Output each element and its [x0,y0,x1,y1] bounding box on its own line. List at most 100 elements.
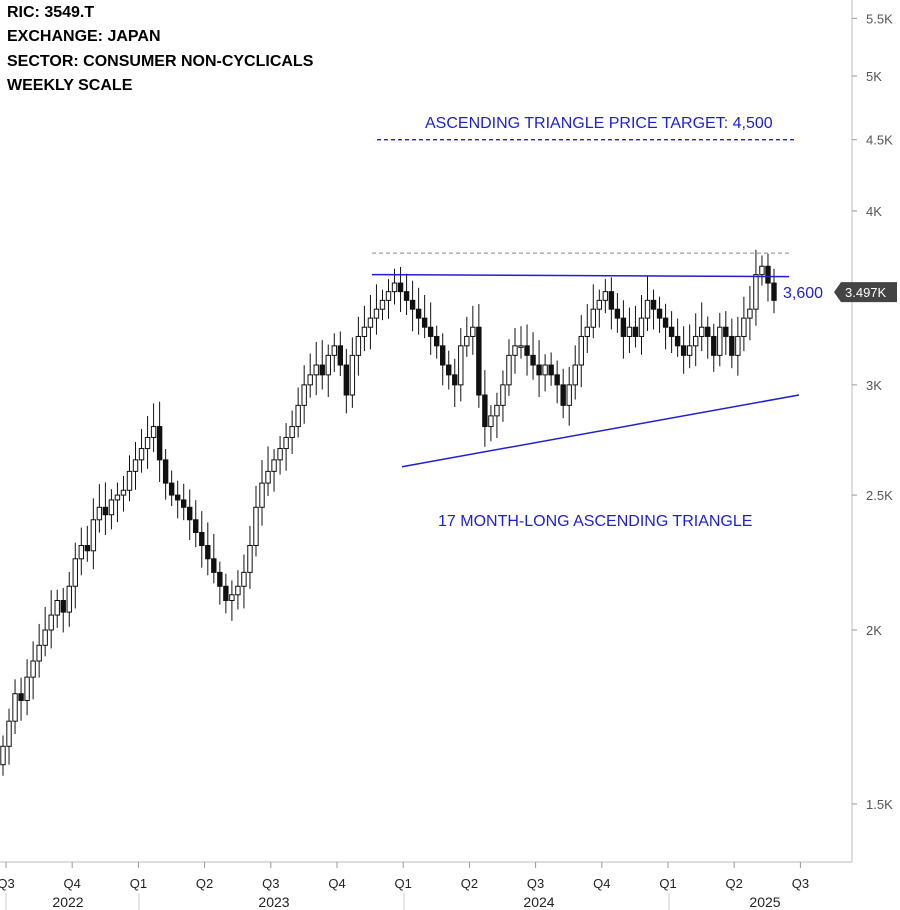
candle-body [729,335,735,356]
candle [723,311,729,355]
last-price-text: 3.497K [845,285,887,300]
candle [427,302,434,355]
candle-body [723,326,729,337]
candle [452,358,458,408]
candle-body [470,326,476,337]
resistance-value-label: 3,600 [783,285,823,302]
candle [373,284,380,335]
candle [542,354,548,392]
candle-body [84,544,91,552]
candle-body [187,506,193,521]
candle-body [596,299,603,310]
candle-body [217,571,223,587]
candle-body [554,374,560,386]
candle-body [494,404,500,417]
candle-body [114,494,121,501]
candle [560,368,566,419]
candle-body [759,265,765,276]
candle-body [433,335,440,347]
candle [181,483,187,521]
candle-body [102,506,109,516]
candle [476,304,482,408]
candle-body [60,600,66,613]
candle [536,340,542,398]
candle-body [680,345,687,356]
candle-body [530,354,536,366]
candle [440,333,446,386]
candle [608,277,615,330]
candle-body [42,629,48,646]
candle [18,677,24,721]
candle-body [427,326,434,337]
candle-body [656,308,663,319]
candle [626,307,633,354]
candle-body [96,506,103,521]
candle-body [253,506,259,546]
candle-body [247,544,253,573]
candle-body [138,448,145,461]
candle-body [686,345,693,356]
candle-body [337,345,344,366]
candle-body [765,265,771,284]
y-tick-label: 4K [866,204,882,219]
candle-body [0,745,6,766]
candle-body [385,291,392,301]
candle [325,344,331,398]
candle-body [199,531,205,546]
candle-body [662,317,669,328]
candle [632,305,639,348]
candle-body [241,571,247,587]
candle-body [307,374,313,386]
x-quarter-label: Q2 [461,876,478,891]
ric-label: RIC: 3549.T [7,4,95,21]
candle [464,316,470,357]
last-price-badge: 3.497K [834,282,897,303]
candle [343,348,350,414]
x-year-label: 2025 [749,894,780,910]
candle [397,266,404,312]
candle [765,253,771,302]
candle-body [735,335,741,356]
candle [415,287,422,335]
x-quarter-label: Q4 [64,876,81,891]
candle-body [717,326,723,356]
candle [132,441,139,490]
candle-body [379,299,386,310]
candle [674,318,681,357]
candle-body [705,326,711,337]
candle [584,304,590,354]
candle [174,480,181,519]
candle [572,345,578,400]
y-tick-label: 5K [866,69,882,84]
candle [686,324,693,369]
candle [337,331,344,377]
candle-body [753,274,759,310]
candle-body [181,499,187,508]
candle-body [650,299,657,310]
x-quarter-label: Q3 [0,876,15,891]
candle [84,525,91,562]
x-year-label: 2022 [52,894,83,910]
candle [313,341,319,396]
candle [614,293,621,333]
candle [283,423,289,471]
candle [578,315,584,388]
candle-body [120,489,127,496]
candle-body [409,299,416,310]
candle [650,289,657,330]
candle [741,296,747,352]
candle [24,659,30,716]
candle [247,525,253,589]
candle [6,708,12,765]
y-tick-label: 2K [866,623,882,638]
pattern-overlays [371,139,800,468]
candle [699,302,705,352]
candle [488,405,494,442]
candle-body [421,317,428,328]
candle-body [6,720,12,747]
candle-body [415,308,422,319]
candle-body [572,364,578,386]
candle-body [452,374,458,386]
candle-body [295,404,301,428]
